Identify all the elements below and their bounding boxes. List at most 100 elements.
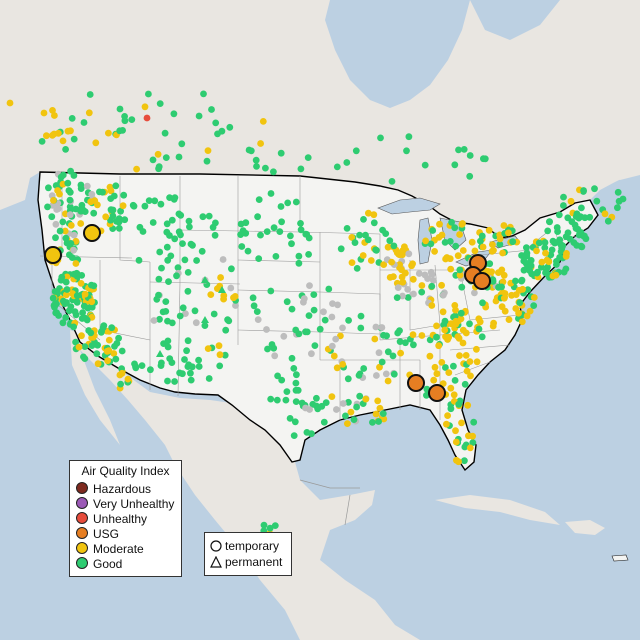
monitor-point[interactable] [311, 307, 318, 314]
monitor-point[interactable] [271, 224, 278, 231]
monitor-point[interactable] [448, 219, 455, 226]
monitor-point[interactable] [82, 291, 89, 298]
monitor-point[interactable] [436, 221, 443, 228]
monitor-point[interactable] [63, 299, 70, 306]
monitor-point[interactable] [116, 127, 123, 134]
monitor-point[interactable] [429, 271, 436, 278]
monitor-point[interactable] [255, 316, 262, 323]
monitor-point[interactable] [373, 411, 380, 418]
monitor-point[interactable] [331, 353, 338, 360]
monitor-point[interactable] [202, 322, 209, 329]
monitor-point[interactable] [71, 271, 78, 278]
monitor-point[interactable] [373, 372, 380, 379]
monitor-point[interactable] [64, 286, 71, 293]
monitor-point[interactable] [410, 291, 417, 298]
monitor-point[interactable] [212, 232, 219, 239]
monitor-point[interactable] [179, 240, 186, 247]
monitor-point[interactable] [93, 350, 100, 357]
monitor-point[interactable] [164, 244, 171, 251]
monitor-point[interactable] [563, 253, 570, 260]
monitor-point[interactable] [352, 239, 359, 246]
monitor-point[interactable] [41, 110, 48, 117]
monitor-point[interactable] [379, 227, 386, 234]
monitor-point[interactable] [220, 296, 227, 303]
monitor-point[interactable] [261, 522, 268, 529]
monitor-point[interactable] [117, 106, 124, 113]
monitor-point[interactable] [253, 163, 260, 170]
monitor-point[interactable] [44, 204, 51, 211]
monitor-point[interactable] [329, 314, 336, 321]
monitor-point[interactable] [139, 362, 146, 369]
monitor-point[interactable] [200, 213, 207, 220]
monitor-point[interactable] [52, 234, 59, 241]
monitor-point[interactable] [120, 192, 127, 199]
monitor-point[interactable] [289, 355, 296, 362]
monitor-point[interactable] [385, 378, 392, 385]
monitor-point[interactable] [51, 304, 58, 311]
monitor-point[interactable] [71, 136, 78, 143]
monitor-point[interactable] [614, 204, 621, 211]
monitor-point[interactable] [374, 398, 381, 405]
monitor-point[interactable] [353, 147, 360, 154]
monitor-point[interactable] [498, 284, 505, 291]
monitor-point[interactable] [358, 313, 365, 320]
monitor-point[interactable] [92, 139, 99, 146]
monitor-point[interactable] [486, 227, 493, 234]
monitor-point[interactable] [422, 162, 429, 169]
monitor-point[interactable] [466, 320, 473, 327]
monitor-point[interactable] [305, 251, 312, 258]
temporary-monitor-point[interactable] [45, 247, 61, 263]
monitor-point[interactable] [219, 128, 226, 135]
monitor-point[interactable] [303, 231, 310, 238]
monitor-point[interactable] [199, 248, 206, 255]
monitor-point[interactable] [155, 165, 162, 172]
monitor-point[interactable] [260, 118, 267, 125]
monitor-point[interactable] [325, 286, 332, 293]
monitor-point[interactable] [65, 128, 72, 135]
monitor-point[interactable] [379, 359, 386, 366]
monitor-point[interactable] [43, 132, 50, 139]
monitor-point[interactable] [117, 381, 124, 388]
monitor-point[interactable] [357, 325, 364, 332]
monitor-point[interactable] [251, 302, 258, 309]
monitor-point[interactable] [196, 113, 203, 120]
monitor-point[interactable] [469, 239, 476, 246]
monitor-point[interactable] [580, 187, 587, 194]
monitor-point[interactable] [416, 270, 423, 277]
monitor-point[interactable] [257, 232, 264, 239]
monitor-point[interactable] [560, 202, 567, 209]
monitor-point[interactable] [290, 365, 297, 372]
temporary-monitor-point[interactable] [429, 385, 445, 401]
monitor-point[interactable] [206, 213, 213, 220]
monitor-point[interactable] [320, 308, 327, 315]
monitor-point[interactable] [212, 120, 219, 127]
monitor-point[interactable] [180, 304, 187, 311]
monitor-point[interactable] [177, 231, 184, 238]
monitor-point[interactable] [177, 313, 184, 320]
monitor-point[interactable] [443, 421, 450, 428]
monitor-point[interactable] [356, 232, 363, 239]
monitor-point[interactable] [278, 203, 285, 210]
monitor-point[interactable] [445, 334, 452, 341]
monitor-point[interactable] [68, 240, 75, 247]
monitor-point[interactable] [428, 283, 435, 290]
monitor-point[interactable] [467, 152, 474, 159]
monitor-point[interactable] [280, 333, 287, 340]
monitor-point[interactable] [128, 116, 135, 123]
monitor-point[interactable] [497, 235, 504, 242]
monitor-point[interactable] [144, 115, 151, 122]
monitor-point[interactable] [308, 350, 315, 357]
monitor-point[interactable] [232, 293, 239, 300]
monitor-point[interactable] [102, 213, 109, 220]
monitor-point[interactable] [616, 198, 623, 205]
monitor-point[interactable] [452, 427, 459, 434]
monitor-point[interactable] [49, 107, 56, 114]
monitor-point[interactable] [372, 247, 379, 254]
monitor-point[interactable] [238, 243, 245, 250]
monitor-point[interactable] [542, 250, 549, 257]
monitor-point[interactable] [549, 247, 556, 254]
monitor-point[interactable] [422, 238, 429, 245]
monitor-point[interactable] [338, 245, 345, 252]
monitor-point[interactable] [256, 196, 263, 203]
monitor-point[interactable] [332, 336, 339, 343]
